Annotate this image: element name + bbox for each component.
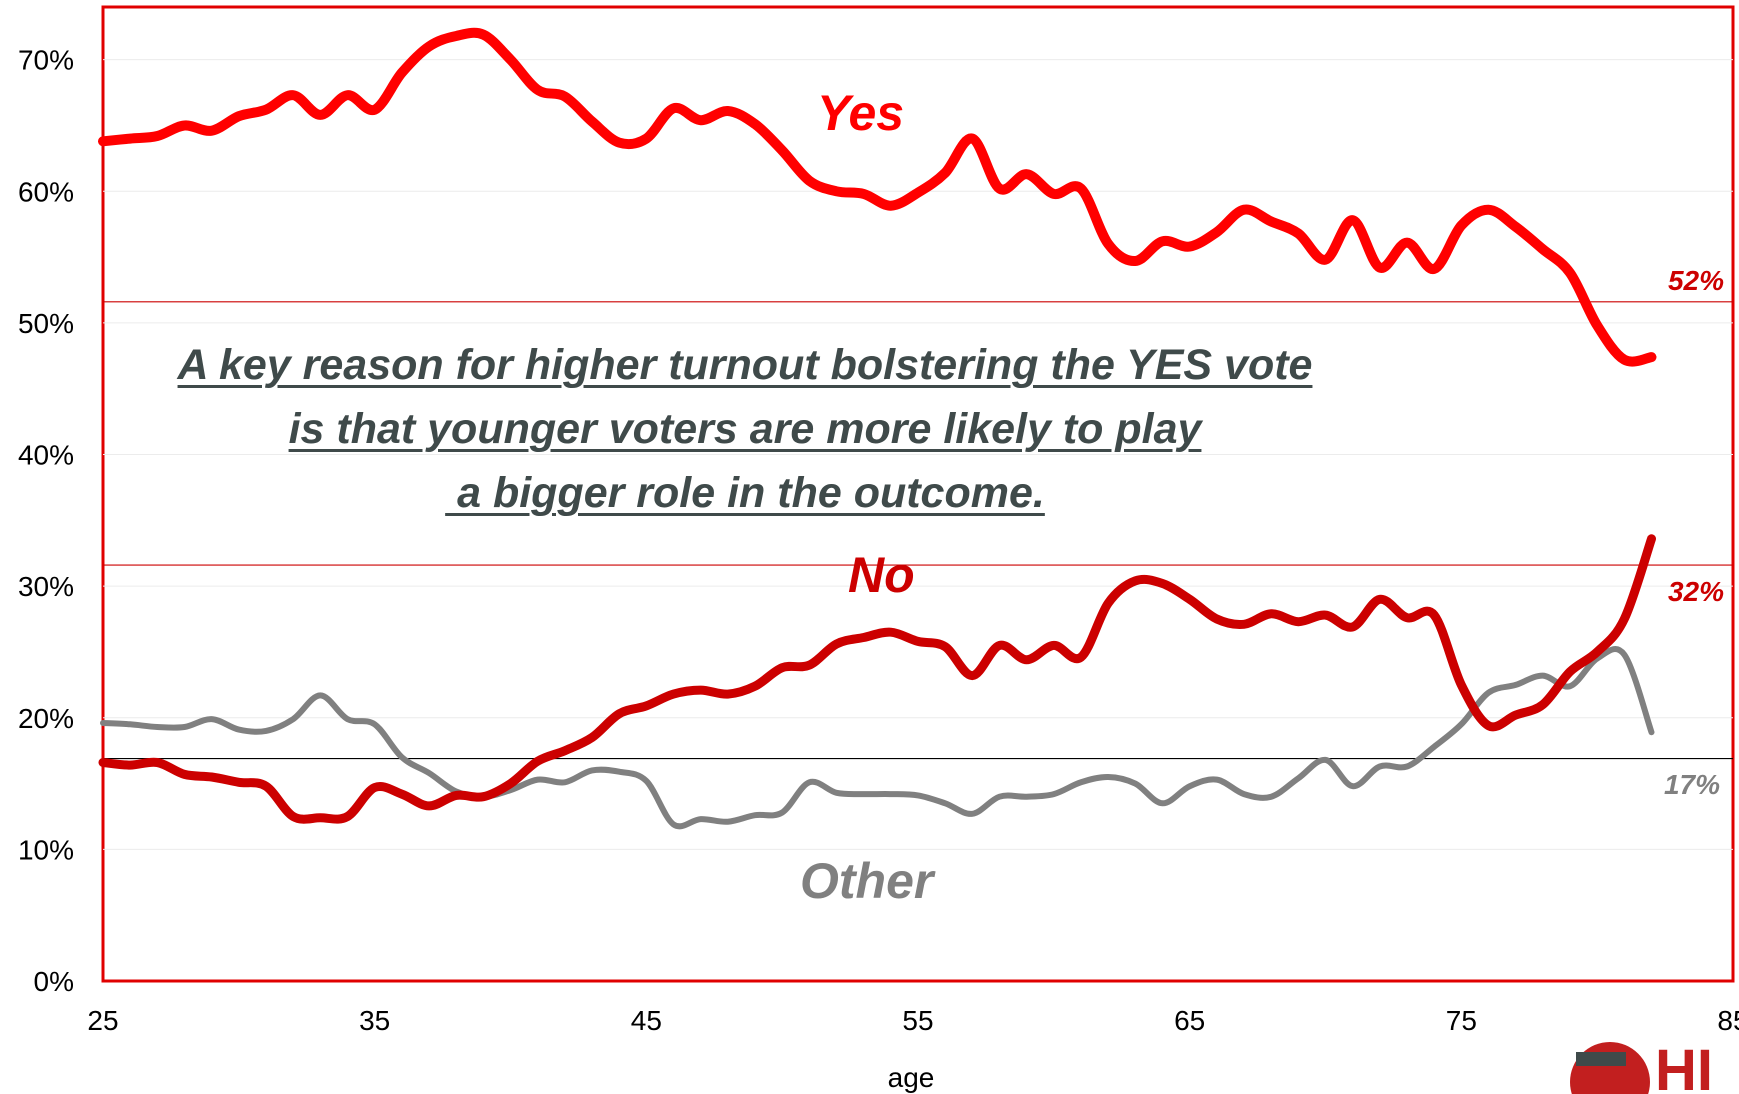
- annotation-line-1: A key reason for higher turnout bolsteri…: [177, 341, 1313, 389]
- y-tick-label: 60%: [18, 176, 74, 207]
- ref-label-17: 17%: [1664, 769, 1720, 800]
- x-tick-label: 65: [1174, 1005, 1205, 1036]
- x-tick-labels: 25 35 45 55 65 75 85: [87, 1005, 1739, 1036]
- series-line-yes: [98, 27, 1657, 367]
- x-tick-label: 35: [359, 1005, 390, 1036]
- y-tick-label: 10%: [18, 834, 74, 865]
- x-tick-label: 25: [87, 1005, 118, 1036]
- x-tick-label: 75: [1446, 1005, 1477, 1036]
- annotation-text: A key reason for higher turnout bolsteri…: [100, 333, 1390, 525]
- annotation-line-2: is that younger voters are more likely t…: [288, 405, 1202, 453]
- x-axis-title: age: [888, 1062, 935, 1093]
- logo-text: HI: [1655, 1038, 1713, 1094]
- y-tick-label: 40%: [18, 440, 74, 471]
- ref-label-32: 32%: [1668, 576, 1724, 607]
- y-tick-label: 70%: [18, 45, 74, 76]
- reference-lines: [103, 301, 1733, 760]
- ref-label-52: 52%: [1668, 265, 1724, 296]
- logo-circle-icon: [1570, 1042, 1650, 1094]
- y-tick-label: 50%: [18, 308, 74, 339]
- y-tick-label: 20%: [18, 703, 74, 734]
- x-tick-label: 85: [1717, 1005, 1739, 1036]
- series-line-no: [98, 534, 1656, 824]
- gridlines: [103, 59, 1733, 850]
- series-label-yes: Yes: [817, 85, 904, 141]
- x-tick-label: 45: [631, 1005, 662, 1036]
- annotation-line-3: a bigger role in the outcome.: [445, 469, 1045, 517]
- x-tick-label: 55: [902, 1005, 933, 1036]
- y-tick-label: 30%: [18, 571, 74, 602]
- series-label-no: No: [848, 547, 915, 603]
- y-tick-labels: 0% 10% 20% 30% 40% 50% 60% 70%: [18, 45, 74, 997]
- series-line-other: [100, 646, 1655, 830]
- plot-frame: [101, 5, 1735, 983]
- brand-logo: HI: [1560, 1030, 1739, 1094]
- y-tick-label: 0%: [34, 966, 74, 997]
- series-label-other: Other: [800, 853, 936, 909]
- series-lines: [98, 27, 1657, 830]
- logo-bar-icon: [1576, 1052, 1626, 1066]
